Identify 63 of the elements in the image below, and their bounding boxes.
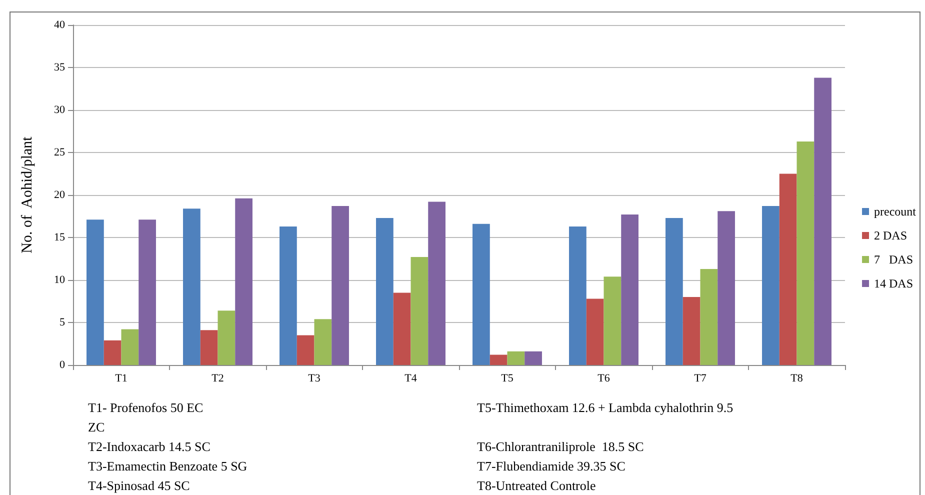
y-tick-label: 10 [54, 274, 66, 286]
bar [796, 141, 814, 365]
bar [569, 226, 586, 365]
bar [183, 208, 200, 365]
y-tick-label: 0 [60, 359, 66, 371]
x-tick-label: T8 [790, 372, 804, 384]
bar [121, 329, 139, 365]
y-tick-label: 35 [54, 62, 66, 74]
bar [814, 78, 832, 365]
bar [621, 214, 638, 365]
y-axis-title: No. of Aohid/plant [20, 136, 36, 254]
y-tick-label: 30 [54, 104, 66, 116]
x-tick-label: T1 [115, 372, 128, 384]
legend-label: 14 DAS [874, 276, 914, 290]
bar [524, 351, 542, 365]
x-tick-label: T7 [694, 372, 707, 384]
y-tick-label: 15 [54, 232, 66, 244]
text: T2-Indoxacarb 14.5 SC [88, 439, 210, 454]
bar [762, 206, 780, 365]
text: T3-Emamectin Benzoate 5 SG [88, 458, 248, 474]
text: T7-Flubendiamide 39.35 SC [477, 458, 626, 474]
x-tick-label: T6 [598, 372, 610, 384]
text: T8-Untreated Controle [477, 478, 596, 493]
y-tick-label: 40 [54, 19, 66, 31]
bar [86, 220, 104, 365]
bar [490, 354, 508, 365]
text: T5-Thimethoxam 12.6 + Lambda cyhalothrin 9.5 [477, 400, 734, 415]
x-tick-label: T5 [501, 372, 514, 384]
x-tick-label: T2 [212, 372, 224, 384]
bar [104, 340, 122, 365]
text: T1- Profenofos 50 EC [88, 400, 204, 415]
y-tick-label: 25 [54, 146, 66, 158]
text: ZC [88, 420, 105, 434]
bar [586, 298, 604, 365]
bar [718, 211, 735, 365]
bar [235, 198, 252, 365]
bar [428, 202, 446, 365]
y-tick-label: 5 [60, 316, 66, 328]
bar [138, 220, 156, 365]
bar [700, 268, 718, 365]
text: T6-Chlorantraniliprole 18.5 SC [477, 439, 644, 454]
legend-label: 7 DAS [874, 252, 914, 266]
bar [376, 218, 394, 365]
x-tick-label: T4 [404, 372, 418, 384]
bar [507, 351, 525, 365]
bar [779, 174, 797, 365]
bar [200, 330, 218, 365]
bar [280, 226, 297, 365]
x-tick-label: T3 [308, 372, 321, 384]
legend-label: precount [874, 204, 917, 218]
y-tick-label: 20 [54, 189, 66, 201]
bar [666, 218, 683, 365]
bar [296, 335, 314, 365]
bar [604, 276, 622, 365]
bar [410, 257, 428, 365]
legend-label: 2 DAS [874, 228, 908, 242]
text: T4-Spinosad 45 SC [88, 478, 190, 493]
bar [218, 310, 236, 365]
bar [682, 297, 700, 365]
bar [472, 224, 490, 365]
bar [332, 206, 349, 365]
bar [393, 292, 411, 365]
bar [314, 319, 332, 365]
